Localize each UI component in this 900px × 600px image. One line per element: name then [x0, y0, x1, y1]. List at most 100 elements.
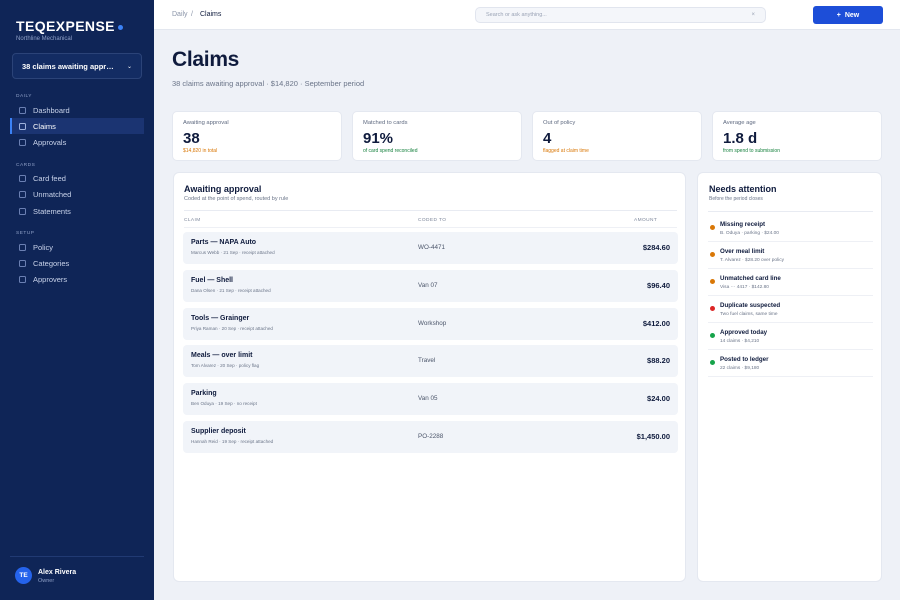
sidebar-item-approvals[interactable]: Approvals	[10, 134, 144, 150]
claim-coded-to: WO-4471	[418, 244, 445, 251]
awaiting-approval-panel: Awaiting approval Coded at the point of …	[173, 172, 686, 582]
brand-dot-icon	[117, 24, 123, 30]
table-row[interactable]: Meals — over limit Tom Alvarez · 20 Sep …	[183, 345, 678, 378]
sidebar-item-unmatched[interactable]: Unmatched	[10, 186, 144, 202]
sidebar-item-categories[interactable]: Categories	[10, 255, 144, 271]
needs-attention-panel: Needs attention Before the period closes…	[697, 172, 882, 582]
column-header-amount[interactable]: AMOUNT	[634, 218, 658, 223]
claim-description: Tools — Grainger	[191, 314, 250, 322]
attention-title: Unmatched card line	[720, 275, 781, 282]
stat-card-average-age[interactable]: Average age 1.8 d from spend to submissi…	[712, 111, 882, 161]
square-icon	[19, 190, 26, 198]
stat-card-matched[interactable]: Matched to cards 91% of card spend recon…	[352, 111, 522, 161]
column-header-claim[interactable]: CLAIM	[184, 218, 201, 223]
stat-note: $14,820 in total	[183, 148, 218, 154]
square-icon	[19, 138, 26, 146]
claim-meta: Dana Olsen · 21 Sep · receipt attached	[191, 287, 271, 293]
claim-description: Parts — NAPA Auto	[191, 239, 257, 246]
claims-filter-select[interactable]: 38 claims awaiting appro... ⌄	[12, 53, 142, 79]
sidebar-item-statements[interactable]: Statements	[10, 203, 144, 219]
status-dot-icon	[710, 252, 715, 257]
claims-list: Parts — NAPA Auto Marcus Webb · 21 Sep ·…	[183, 232, 678, 459]
list-item[interactable]: Over meal limit T. Alvarez · $28.20 over…	[708, 242, 873, 269]
list-item[interactable]: Unmatched card line Visa ··· 4417 · $142…	[708, 269, 873, 296]
claim-amount: $88.20	[647, 356, 670, 366]
stat-value: 1.8 d	[723, 130, 758, 147]
claim-description: Supplier deposit	[191, 427, 246, 435]
claim-description: Meals — over limit	[191, 352, 253, 360]
stat-label: Average age	[723, 120, 756, 126]
claim-coded-to: Workshop	[418, 319, 447, 327]
table-row[interactable]: Supplier deposit Hannah Reid · 19 Sep · …	[183, 420, 678, 453]
column-header-coded-to[interactable]: CODED TO	[418, 218, 447, 223]
stat-card-awaiting[interactable]: Awaiting approval 38 $14,820 in total	[172, 111, 342, 161]
claim-coded-to: Van 07	[418, 281, 438, 289]
stat-label: Matched to cards	[363, 120, 408, 126]
stat-label: Out of policy	[543, 120, 576, 126]
user-name[interactable]: Alex Rivera	[38, 569, 77, 576]
sidebar-item-policy[interactable]: Policy	[10, 239, 144, 255]
attention-title: Over meal limit	[720, 248, 765, 255]
table-row[interactable]: Tools — Grainger Priya Raman · 20 Sep · …	[183, 307, 678, 340]
sidebar-item-card-feed[interactable]: Card feed	[10, 170, 144, 186]
sidebar-item-dashboard[interactable]: Dashboard	[10, 102, 144, 118]
page-title: Claims	[172, 48, 240, 71]
status-dot-icon	[710, 306, 715, 311]
search-box[interactable]: ×	[475, 7, 766, 23]
divider	[184, 210, 677, 211]
attention-detail: B. Oduya · parking · $24.00	[720, 231, 779, 236]
sidebar-item-label: Policy	[33, 242, 54, 252]
avatar[interactable]: TE	[15, 567, 32, 584]
square-icon	[19, 174, 26, 182]
attention-title: Approved today	[720, 329, 768, 336]
claim-amount: $24.00	[647, 394, 670, 404]
claim-meta: Ben Oduya · 19 Sep · no receipt	[191, 401, 257, 407]
sidebar: TEQEXPENSE Northline Mechanical 38 claim…	[0, 0, 154, 600]
stat-value: 4	[543, 130, 552, 147]
list-item[interactable]: Approved today 14 claims · $4,210	[708, 323, 873, 350]
section-label-cards: CARDS	[16, 163, 36, 168]
table-row[interactable]: Fuel — Shell Dana Olsen · 21 Sep · recei…	[183, 269, 678, 302]
panel-title: Needs attention	[709, 184, 777, 194]
status-dot-icon	[710, 333, 715, 338]
table-row[interactable]: Parts — NAPA Auto Marcus Webb · 21 Sep ·…	[183, 232, 678, 264]
list-item[interactable]: Duplicate suspected Two fuel claims, sam…	[708, 296, 873, 323]
breadcrumb-daily[interactable]: Daily	[172, 11, 188, 18]
sidebar-item-claims[interactable]: Claims	[10, 118, 144, 134]
attention-title: Duplicate suspected	[720, 302, 781, 309]
list-item[interactable]: Posted to ledger 22 claims · $9,180	[708, 350, 873, 377]
claim-amount: $1,450.00	[636, 431, 670, 441]
attention-detail: 14 claims · $4,210	[720, 339, 760, 344]
divider	[184, 227, 677, 228]
breadcrumb-separator: /	[191, 11, 193, 18]
stat-card-out-of-policy[interactable]: Out of policy 4 flagged at claim time	[532, 111, 702, 161]
sidebar-item-label: Card feed	[33, 173, 66, 183]
panel-subtitle: Coded at the point of spend, routed by r…	[184, 196, 289, 202]
claim-meta: Marcus Webb · 21 Sep · receipt attached	[191, 250, 275, 255]
status-dot-icon	[710, 279, 715, 284]
claim-meta: Priya Raman · 20 Sep · receipt attached	[191, 325, 273, 331]
square-icon	[19, 122, 26, 130]
claim-meta: Tom Alvarez · 20 Sep · policy flag	[191, 363, 260, 369]
sidebar-item-approvers[interactable]: Approvers	[10, 271, 144, 287]
user-role: Owner	[38, 578, 55, 584]
brand-logo[interactable]: TEQEXPENSE	[16, 18, 123, 34]
square-icon	[19, 207, 26, 215]
list-item[interactable]: Missing receipt B. Oduya · parking · $24…	[708, 215, 873, 242]
sidebar-divider	[10, 556, 144, 557]
stat-value: 91%	[363, 130, 394, 147]
topbar: Daily / Claims × +New	[154, 0, 900, 30]
sidebar-item-label: Approvers	[33, 274, 68, 284]
page-subtitle: 38 claims awaiting approval · $14,820 · …	[172, 79, 365, 88]
section-label-daily: DAILY	[16, 94, 33, 99]
search-input[interactable]	[486, 12, 752, 18]
stat-value: 38	[183, 130, 200, 147]
attention-detail: Visa ··· 4417 · $142.80	[720, 285, 769, 290]
stat-note: flagged at claim time	[543, 148, 589, 154]
plus-icon: +	[836, 11, 841, 19]
clear-icon[interactable]: ×	[751, 12, 755, 18]
claim-amount: $284.60	[642, 243, 670, 252]
claims-filter-value: 38 claims awaiting appro...	[22, 61, 116, 71]
table-row[interactable]: Parking Ben Oduya · 19 Sep · no receipt …	[183, 383, 678, 416]
new-claim-button[interactable]: + New	[813, 6, 883, 24]
